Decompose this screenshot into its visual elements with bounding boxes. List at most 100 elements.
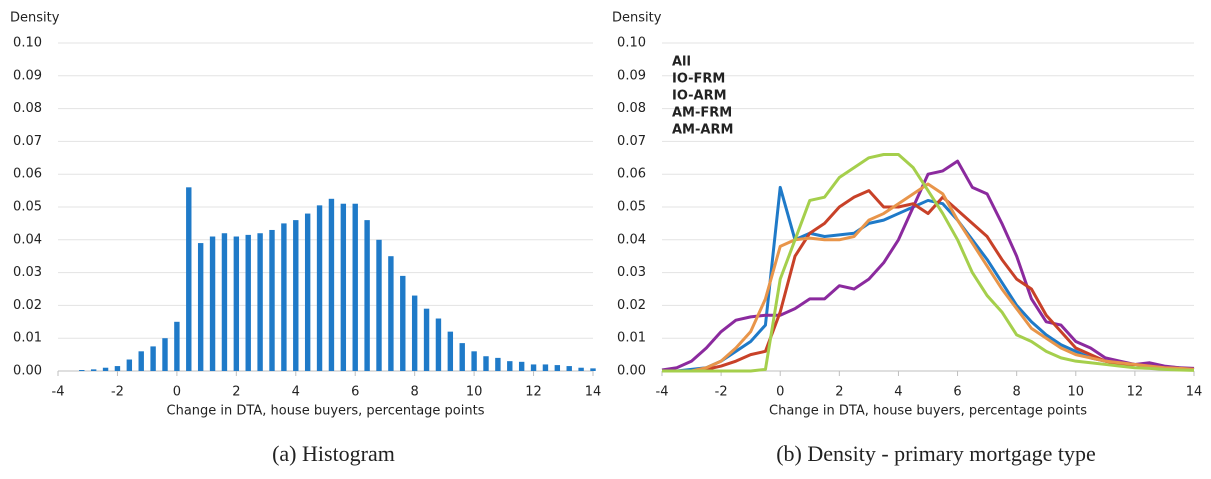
bar <box>578 367 584 371</box>
x-tick-label: 0 <box>776 385 784 400</box>
bar <box>209 236 216 371</box>
bar <box>138 351 144 371</box>
x-tick-label: -4 <box>52 385 65 400</box>
bar <box>542 364 549 371</box>
bar <box>257 233 263 371</box>
caption: (b) Density - primary mortgage type <box>776 441 1096 466</box>
bar <box>590 368 596 371</box>
bar <box>126 359 133 371</box>
bar <box>90 369 97 371</box>
x-tick-label: 8 <box>1013 385 1021 400</box>
line <box>661 159 1195 372</box>
bar <box>554 365 561 371</box>
y-tick-label: 0.09 <box>617 68 646 83</box>
x-tick-label: 14 <box>1186 385 1203 400</box>
bar <box>459 343 465 371</box>
bar <box>518 361 525 371</box>
y-tick-label: 0.06 <box>13 167 42 182</box>
bar <box>269 229 275 371</box>
x-tick-label: 8 <box>411 385 419 400</box>
y-tick-label: 0.07 <box>13 134 42 149</box>
y-tick-label: 0.05 <box>617 200 646 215</box>
bar <box>352 203 358 371</box>
bar <box>507 361 513 371</box>
legend-entry: IO-ARM <box>672 89 727 104</box>
bar <box>364 220 370 371</box>
bar <box>150 346 156 371</box>
y-tick-label: 0.06 <box>617 167 646 182</box>
legend-entry: AM-ARM <box>672 123 733 138</box>
bar <box>221 233 228 371</box>
x-tick-label: 12 <box>1127 385 1144 400</box>
caption: (a) Histogram <box>272 441 395 466</box>
y-tick-label: 0.10 <box>13 36 42 51</box>
bar <box>281 223 287 371</box>
bar <box>162 338 168 371</box>
y-tick-label: 0.09 <box>13 68 42 83</box>
bar <box>411 295 418 371</box>
bar <box>376 239 382 371</box>
bar <box>304 213 311 371</box>
bar <box>328 198 335 371</box>
bar <box>388 256 394 371</box>
y-tick-label: 0.05 <box>13 200 42 215</box>
y-axis-label: Density <box>612 11 662 26</box>
bar <box>435 318 442 371</box>
bar <box>186 187 192 371</box>
line <box>662 189 1195 373</box>
bar <box>316 205 323 371</box>
bar <box>483 356 489 371</box>
x-tick-label: -2 <box>715 385 728 400</box>
bar <box>400 275 406 371</box>
x-tick-label: 4 <box>894 385 902 400</box>
legend-entry: All <box>672 55 691 70</box>
bar <box>340 203 347 371</box>
y-tick-label: 0.00 <box>13 364 42 379</box>
x-tick-label: 4 <box>292 385 300 400</box>
y-tick-label: 0.07 <box>617 134 646 149</box>
y-tick-label: 0.03 <box>617 265 646 280</box>
y-tick-label: 0.08 <box>13 101 42 116</box>
legend-entry: IO-FRM <box>672 72 725 87</box>
x-axis-label: Change in DTA, house buyers, percentage … <box>769 404 1087 419</box>
bar <box>495 357 501 371</box>
bar <box>293 220 299 371</box>
x-tick-label: 6 <box>953 385 961 400</box>
line <box>662 153 1195 373</box>
x-tick-label: 0 <box>173 385 181 400</box>
y-tick-label: 0.04 <box>617 232 646 247</box>
line <box>662 182 1195 373</box>
x-tick-label: 12 <box>525 385 542 400</box>
y-tick-label: 0.00 <box>617 364 646 379</box>
y-tick-label: 0.02 <box>617 298 646 313</box>
bar <box>423 308 430 371</box>
x-tick-label: 2 <box>232 385 240 400</box>
bar <box>79 370 85 371</box>
bar <box>447 331 454 371</box>
x-tick-label: -4 <box>656 385 669 400</box>
x-tick-label: -2 <box>111 385 124 400</box>
bar <box>245 234 251 371</box>
bar <box>114 366 121 371</box>
bar <box>102 367 109 371</box>
bar <box>566 366 572 371</box>
x-tick-label: 14 <box>585 385 602 400</box>
bar <box>197 243 204 371</box>
x-tick-label: 2 <box>835 385 843 400</box>
x-tick-label: 6 <box>351 385 359 400</box>
x-axis-label: Change in DTA, house buyers, percentage … <box>167 404 485 419</box>
y-axis-label: Density <box>10 11 60 26</box>
legend-entry: AM-FRM <box>672 106 732 121</box>
y-tick-label: 0.08 <box>617 101 646 116</box>
bar <box>530 364 537 371</box>
x-tick-label: 10 <box>1068 385 1085 400</box>
bar <box>471 351 477 371</box>
x-tick-label: 10 <box>466 385 483 400</box>
bar <box>174 321 180 371</box>
y-tick-label: 0.02 <box>13 298 42 313</box>
y-tick-label: 0.03 <box>13 265 42 280</box>
y-tick-label: 0.01 <box>13 331 42 346</box>
y-tick-label: 0.10 <box>617 36 646 51</box>
y-tick-label: 0.04 <box>13 232 42 247</box>
